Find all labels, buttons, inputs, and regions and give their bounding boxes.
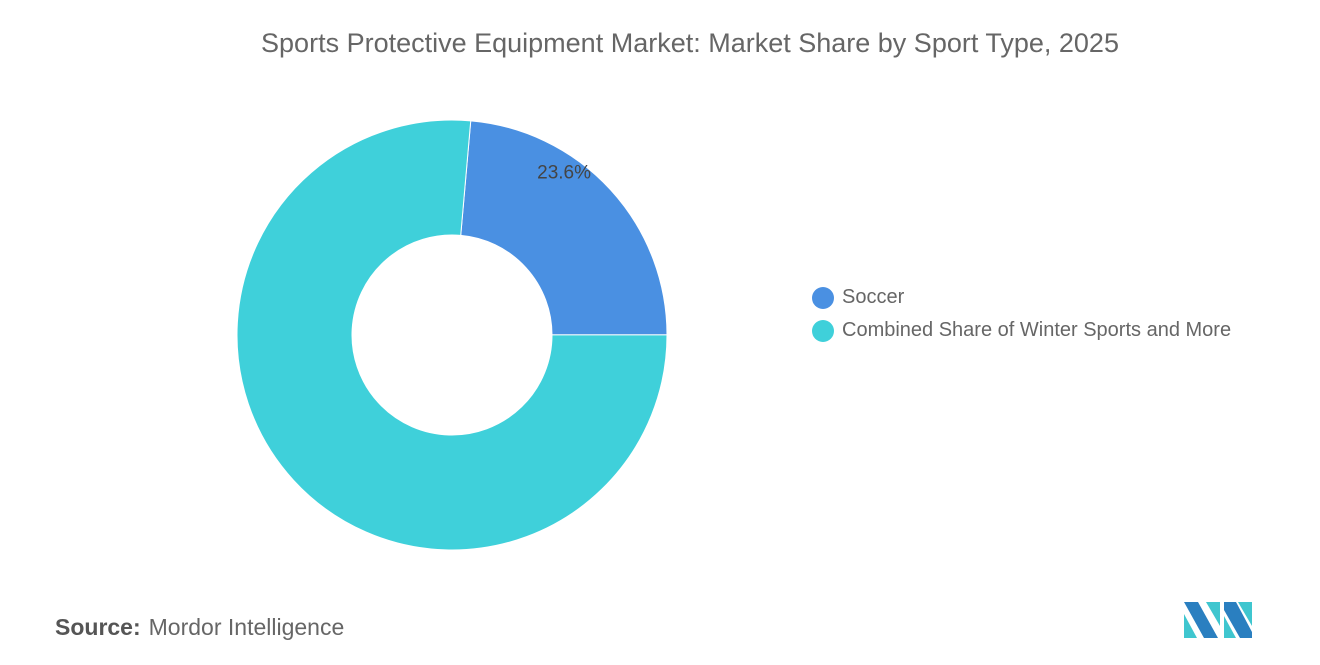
source-label: Source: — [55, 614, 141, 640]
source-note: Source: Mordor Intelligence — [55, 614, 344, 641]
slice-combined-share-of-winter-sports-and-more — [236, 119, 668, 551]
chart-title: Sports Protective Equipment Market: Mark… — [261, 28, 1119, 58]
legend-label: Soccer — [842, 286, 905, 308]
legend-swatch — [812, 319, 834, 342]
source-value: Mordor Intelligence — [148, 614, 345, 640]
mordor-logo — [1184, 602, 1252, 638]
slice-soccer — [460, 120, 668, 336]
legend-item-combined: Combined Share of Winter Sports and More — [812, 319, 1231, 342]
legend-label: Combined Share of Winter Sports and More — [842, 319, 1232, 341]
data-label: 23.6% — [537, 163, 591, 184]
legend-item-soccer: Soccer — [812, 286, 904, 309]
legend-swatch — [812, 286, 834, 309]
